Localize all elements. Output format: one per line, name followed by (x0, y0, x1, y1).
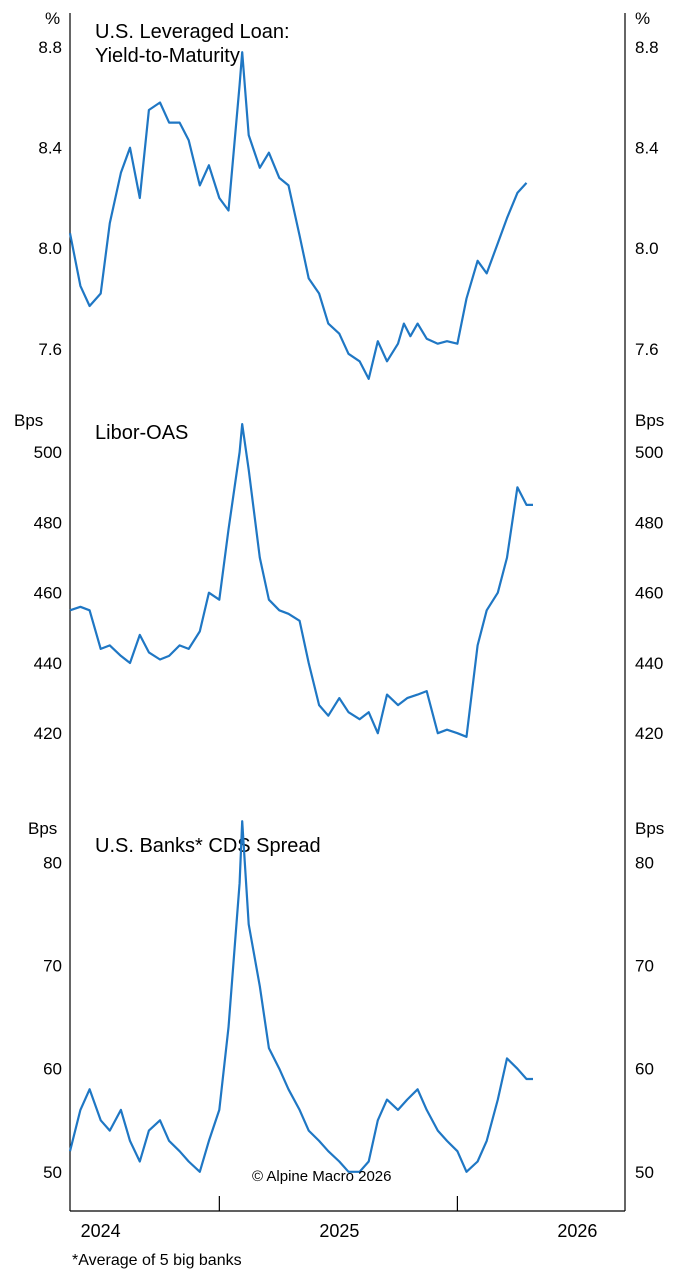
series-line-2-0 (69, 423, 533, 738)
xtick-label-2024: 2024 (81, 1221, 121, 1241)
ytick-right-2-0: 420 (635, 724, 663, 743)
ytick-right-1-1: 8.0 (635, 239, 659, 258)
ytick-left-3-0: 50 (43, 1163, 62, 1182)
panel-1-title-line-1: U.S. Leveraged Loan: (95, 21, 290, 43)
ytick-left-3-1: 60 (43, 1060, 62, 1079)
ytick-left-1-3: 8.8 (38, 38, 62, 57)
ytick-left-3-3: 80 (43, 853, 62, 872)
ytick-right-2-2: 460 (635, 584, 663, 603)
panel-libor-oas: Bps Bps Libor-OAS 420 420 440 440 460 460 480 4… (14, 411, 664, 743)
ytick-left-2-2: 460 (34, 584, 62, 603)
panel-2-unit-right: Bps (635, 411, 664, 430)
panel-banks-cds: Bps Bps U.S. Banks* CDS Spread 50 50 60 60 7… (28, 819, 664, 1182)
ytick-left-1-1: 8.0 (38, 239, 62, 258)
ytick-right-2-3: 480 (635, 513, 663, 532)
ytick-right-1-0: 7.6 (635, 340, 659, 359)
ytick-left-2-3: 480 (34, 513, 62, 532)
series-line-3-0 (68, 820, 533, 1173)
xtick-label-2026: 2026 (557, 1221, 597, 1241)
panel-2-unit-left: Bps (14, 411, 43, 430)
ytick-right-2-4: 500 (635, 443, 663, 462)
ytick-left-3-2: 70 (43, 957, 62, 976)
panel-2-title: Libor-OAS (95, 422, 188, 444)
panel-3-unit-left: Bps (28, 819, 57, 838)
series-line-1-0 (68, 51, 528, 380)
ytick-right-3-3: 80 (635, 853, 654, 872)
ytick-right-1-3: 8.8 (635, 38, 659, 57)
panel-1-unit-right: % (635, 9, 650, 28)
x-axis: 2024 2025 2026 (81, 1196, 597, 1241)
ytick-right-1-2: 8.4 (635, 139, 659, 158)
ytick-right-3-0: 50 (635, 1163, 654, 1182)
panel-leveraged-loan: % % U.S. Leveraged Loan: Yield-to-Maturi… (38, 9, 659, 380)
copyright-text: © Alpine Macro 2026 (252, 1168, 391, 1185)
ytick-right-3-1: 60 (635, 1060, 654, 1079)
ytick-right-2-1: 440 (635, 654, 663, 673)
ytick-left-2-0: 420 (34, 724, 62, 743)
footnote-text: *Average of 5 big banks (72, 1252, 242, 1269)
ytick-right-3-2: 70 (635, 957, 654, 976)
panel-3-title: U.S. Banks* CDS Spread (95, 835, 321, 857)
panel-3-unit-right: Bps (635, 819, 664, 838)
panel-1-title-line-2: Yield-to-Maturity (95, 45, 240, 67)
panel-1-title: U.S. Leveraged Loan: Yield-to-Maturity (95, 21, 295, 67)
panel-1-unit-left: % (45, 9, 60, 28)
xtick-label-2025: 2025 (319, 1221, 359, 1241)
ytick-left-2-4: 500 (34, 443, 62, 462)
ytick-left-2-1: 440 (34, 654, 62, 673)
ytick-left-1-0: 7.6 (38, 340, 62, 359)
ytick-left-1-2: 8.4 (38, 139, 62, 158)
